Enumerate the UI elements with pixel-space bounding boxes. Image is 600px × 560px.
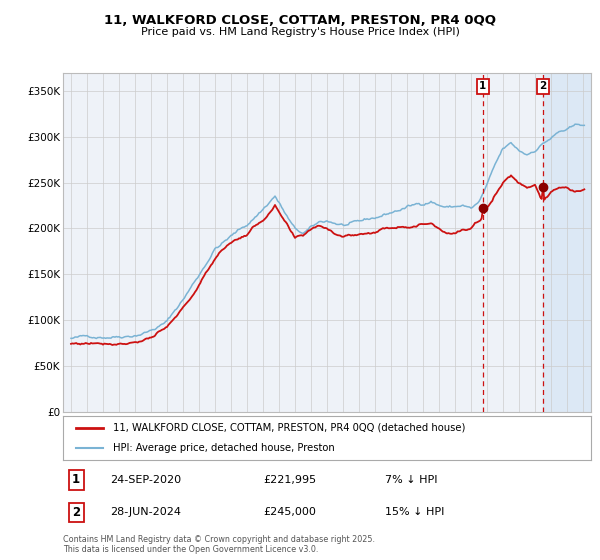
Text: 1: 1: [479, 81, 487, 91]
Text: 2: 2: [72, 506, 80, 519]
Text: 24-SEP-2020: 24-SEP-2020: [110, 475, 182, 485]
Text: Price paid vs. HM Land Registry's House Price Index (HPI): Price paid vs. HM Land Registry's House …: [140, 27, 460, 37]
Text: 11, WALKFORD CLOSE, COTTAM, PRESTON, PR4 0QQ: 11, WALKFORD CLOSE, COTTAM, PRESTON, PR4…: [104, 14, 496, 27]
Text: 15% ↓ HPI: 15% ↓ HPI: [385, 507, 445, 517]
Text: £245,000: £245,000: [263, 507, 317, 517]
Text: HPI: Average price, detached house, Preston: HPI: Average price, detached house, Pres…: [113, 443, 335, 453]
Text: 1: 1: [72, 473, 80, 487]
Text: 11, WALKFORD CLOSE, COTTAM, PRESTON, PR4 0QQ (detached house): 11, WALKFORD CLOSE, COTTAM, PRESTON, PR4…: [113, 423, 466, 433]
Bar: [543, 73, 591, 412]
Text: Contains HM Land Registry data © Crown copyright and database right 2025.
This d: Contains HM Land Registry data © Crown c…: [63, 535, 375, 554]
Text: £221,995: £221,995: [263, 475, 317, 485]
Text: 7% ↓ HPI: 7% ↓ HPI: [385, 475, 437, 485]
Text: 2: 2: [539, 81, 547, 91]
Text: 28-JUN-2024: 28-JUN-2024: [110, 507, 182, 517]
